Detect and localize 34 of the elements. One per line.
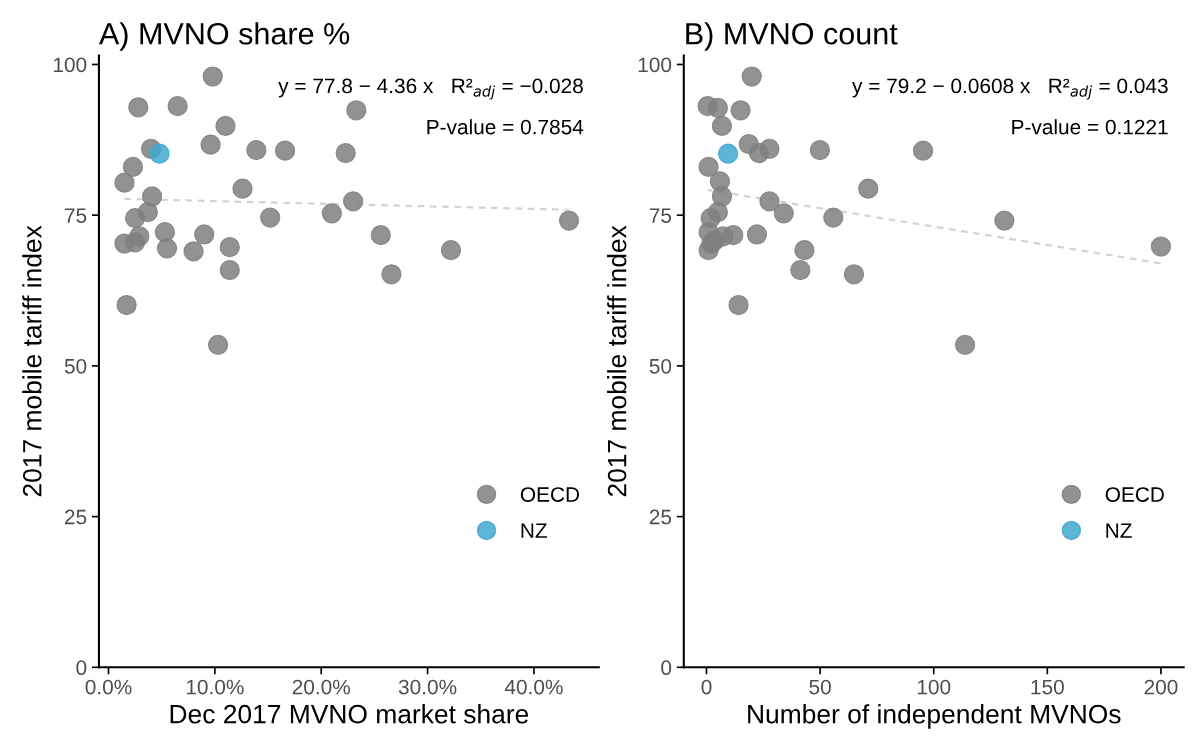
x-tick-label: 0 (701, 679, 712, 695)
y-tick-label: 100 (53, 57, 87, 73)
x-tick-label: 100 (917, 679, 951, 695)
chart-title: A) MVNO share % (99, 22, 350, 51)
legend-label: NZ (521, 523, 547, 538)
x-tick-label: 200 (1144, 679, 1178, 695)
y-tick-label: 0 (76, 660, 87, 676)
x-tick-label: 20.0% (292, 679, 351, 695)
annotation: y = 77.8 − 4.36 x R²$_{adj}$ = −0.028 (278, 78, 583, 100)
x-axis-title: Dec 2017 MVNO market share (170, 704, 529, 724)
x-tick-label: 10.0% (186, 679, 244, 695)
x-tick-label: 40.0% (504, 679, 563, 695)
y-tick-label: 50 (64, 358, 87, 374)
y-tick-label: 25 (649, 509, 672, 525)
y-tick-label: 75 (65, 208, 87, 223)
x-tick-label: 50 (809, 679, 831, 695)
legend-label: OECD (520, 487, 580, 502)
y-tick-label: 50 (649, 358, 672, 374)
x-tick-label: 0.0% (85, 679, 132, 695)
x-axis-title: Number of independent MVNOs (748, 704, 1121, 729)
legend-label: OECD (1105, 487, 1164, 502)
y-tick-label: 100 (638, 57, 672, 73)
y-axis-title: 2017 mobile tariff index (607, 225, 627, 497)
annotation: P-value = 0.7854 (427, 119, 584, 135)
annotation: y = 79.2 − 0.0608 x R²$_{adj}$ = 0.043 (852, 78, 1168, 100)
y-axis-title: 2017 mobile tariff index (22, 225, 42, 497)
y-tick-label: 0 (661, 660, 672, 676)
x-tick-label: 150 (1031, 679, 1064, 695)
chart-title: B) MVNO count (686, 22, 898, 51)
y-tick-label: 75 (649, 208, 672, 223)
annotation: P-value = 0.1221 (1012, 119, 1168, 135)
x-tick-label: 30.0% (398, 679, 457, 695)
legend-label: NZ (1106, 523, 1132, 538)
y-tick-label: 25 (65, 509, 87, 525)
